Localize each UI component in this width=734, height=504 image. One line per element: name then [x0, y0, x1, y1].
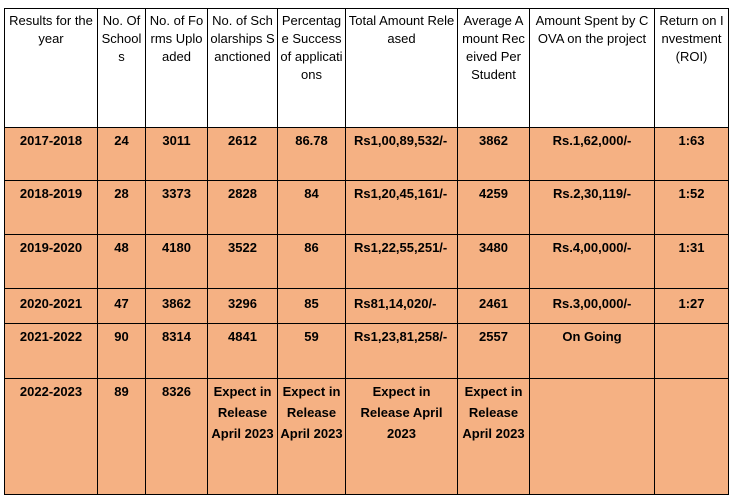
cell-scholarships: 3296	[207, 288, 278, 324]
header-return-on-investment: Return on Investment (ROI)	[654, 8, 729, 128]
cell-roi: 1:52	[654, 180, 729, 235]
cell-forms: 3862	[145, 288, 208, 324]
cell-average-amount: 2557	[457, 323, 530, 379]
cell-percentage: Expect in Release April 2023	[277, 378, 346, 495]
cell-total-amount: Rs1,20,45,161/-	[345, 180, 458, 235]
cell-average-amount: 4259	[457, 180, 530, 235]
cell-percentage: 86	[277, 234, 346, 289]
table-row: 2018-2019 28 3373 2828 84 Rs1,20,45,161/…	[4, 180, 729, 235]
cell-total-amount: Rs1,23,81,258/-	[345, 323, 458, 379]
cell-percentage: 86.78	[277, 127, 346, 181]
cell-scholarships: 2828	[207, 180, 278, 235]
table-row: 2017-2018 24 3011 2612 86.78 Rs1,00,89,5…	[4, 127, 729, 181]
header-amount-spent-by-cova: Amount Spent by COVA on the project	[529, 8, 655, 128]
cell-schools: 47	[97, 288, 146, 324]
header-no-of-forms-uploaded: No. of Forms Uploaded	[145, 8, 208, 128]
cell-forms: 3011	[145, 127, 208, 181]
cell-schools: 24	[97, 127, 146, 181]
cell-average-amount: 2461	[457, 288, 530, 324]
table-row: 2019-2020 48 4180 3522 86 Rs1,22,55,251/…	[4, 234, 729, 289]
header-no-of-scholarships-sanctioned: No. of Scholarships Sanctioned	[207, 8, 278, 128]
cell-schools: 28	[97, 180, 146, 235]
cell-average-amount: Expect in Release April 2023	[457, 378, 530, 495]
cell-total-amount: Rs1,00,89,532/-	[345, 127, 458, 181]
cell-schools: 89	[97, 378, 146, 495]
cell-year: 2017-2018	[4, 127, 98, 181]
header-total-amount-released: Total Amount Released	[345, 8, 458, 128]
table-row: 2022-2023 89 8326 Expect in Release Apri…	[4, 378, 729, 495]
cell-average-amount: 3862	[457, 127, 530, 181]
cell-forms: 3373	[145, 180, 208, 235]
cell-percentage: 59	[277, 323, 346, 379]
cell-percentage: 84	[277, 180, 346, 235]
cell-roi: 1:31	[654, 234, 729, 289]
cell-total-amount: Expect in Release April 2023	[345, 378, 458, 495]
cell-year: 2018-2019	[4, 180, 98, 235]
cell-roi: 1:27	[654, 288, 729, 324]
header-row: Results for the year No. Of Schools No. …	[4, 8, 729, 128]
cell-cova-spent: Rs.2,30,119/-	[529, 180, 655, 235]
cell-forms: 4180	[145, 234, 208, 289]
cell-average-amount: 3480	[457, 234, 530, 289]
cell-year: 2021-2022	[4, 323, 98, 379]
cell-cova-spent: On Going	[529, 323, 655, 379]
cell-roi: 1:63	[654, 127, 729, 181]
cell-scholarships: Expect in Release April 2023	[207, 378, 278, 495]
cell-total-amount: Rs81,14,020/-	[345, 288, 458, 324]
cell-cova-spent: Rs.3,00,000/-	[529, 288, 655, 324]
cell-total-amount: Rs1,22,55,251/-	[345, 234, 458, 289]
results-table: Results for the year No. Of Schools No. …	[4, 8, 729, 495]
cell-forms: 8326	[145, 378, 208, 495]
cell-scholarships: 3522	[207, 234, 278, 289]
cell-cova-spent: Rs.4,00,000/-	[529, 234, 655, 289]
table-row: 2021-2022 90 8314 4841 59 Rs1,23,81,258/…	[4, 323, 729, 379]
cell-roi	[654, 378, 729, 495]
header-percentage-success: Percentage Success of applications	[277, 8, 346, 128]
cell-scholarships: 4841	[207, 323, 278, 379]
cell-roi	[654, 323, 729, 379]
cell-year: 2022-2023	[4, 378, 98, 495]
cell-scholarships: 2612	[207, 127, 278, 181]
cell-year: 2019-2020	[4, 234, 98, 289]
cell-cova-spent	[529, 378, 655, 495]
table-row: 2020-2021 47 3862 3296 85 Rs81,14,020/- …	[4, 288, 729, 324]
cell-schools: 48	[97, 234, 146, 289]
cell-year: 2020-2021	[4, 288, 98, 324]
header-average-amount-per-student: Average Amount Received Per Student	[457, 8, 530, 128]
cell-forms: 8314	[145, 323, 208, 379]
header-no-of-schools: No. Of Schools	[97, 8, 146, 128]
cell-cova-spent: Rs.1,62,000/-	[529, 127, 655, 181]
cell-percentage: 85	[277, 288, 346, 324]
header-results-for-year: Results for the year	[4, 8, 98, 128]
cell-schools: 90	[97, 323, 146, 379]
